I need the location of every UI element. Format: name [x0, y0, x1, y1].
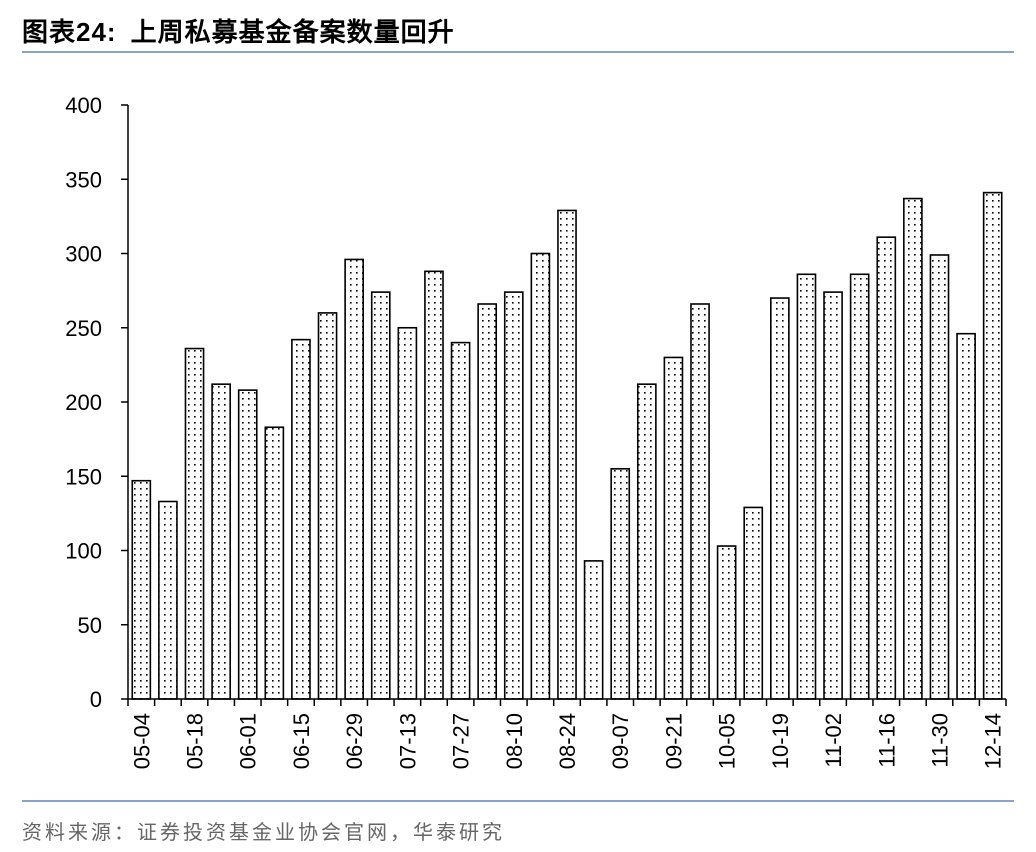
bar-06-08 — [264, 426, 285, 700]
x-tick-label: 08-24 — [555, 713, 580, 769]
x-tick-label: 06-01 — [236, 713, 261, 769]
x-axis: 05-04 05-18 06-01 06-15 06-29 07-13 07-27 08-10… — [127, 698, 1007, 769]
bar-05-04 — [131, 479, 152, 700]
bar-11-23 — [903, 197, 923, 700]
x-tick-label: 09-21 — [661, 713, 686, 769]
bar-08-24 — [557, 209, 577, 700]
bars — [131, 191, 1003, 700]
x-tick-label: 06-15 — [289, 713, 314, 769]
y-axis: 0 50 100 150 200 250 300 350 400 — [65, 93, 129, 712]
x-tick-label: 11-16 — [874, 713, 899, 768]
bar-09-21 — [663, 356, 684, 700]
x-tick-label: 09-07 — [608, 713, 633, 769]
bar-05-18 — [184, 347, 205, 700]
bar-08-17 — [530, 252, 551, 700]
x-tick-label: 08-10 — [502, 713, 527, 769]
bar-07-06 — [370, 291, 391, 700]
x-tick-label: 10-05 — [715, 713, 740, 769]
x-tick-label: 05-04 — [129, 713, 154, 769]
bar-08-10 — [503, 291, 524, 700]
x-tick-label: 10-19 — [768, 713, 793, 769]
x-tick-label: 11-02 — [821, 713, 846, 768]
bar-05-11 — [158, 500, 178, 700]
y-tick-label: 300 — [65, 242, 102, 267]
bar-10-05 — [716, 545, 737, 700]
bar-08-31 — [583, 560, 604, 700]
figure-label: 图表24: — [22, 17, 117, 47]
bar-09-07 — [610, 468, 631, 700]
x-tick-label: 12-14 — [981, 713, 1006, 769]
bar-07-20 — [424, 270, 444, 700]
bar-11-09 — [849, 273, 870, 700]
x-tick-label: 05-18 — [183, 713, 208, 769]
bar-11-30 — [929, 254, 950, 700]
bar-07-13 — [397, 326, 418, 700]
footer-rule — [22, 800, 1014, 802]
x-tick-label: 06-29 — [342, 713, 367, 769]
bar-11-16 — [876, 236, 897, 700]
y-tick-label: 350 — [65, 167, 102, 192]
bar-11-02 — [823, 291, 843, 700]
y-tick-label: 0 — [90, 687, 102, 712]
y-tick-label: 200 — [65, 390, 102, 415]
y-tick-label: 400 — [65, 93, 102, 118]
x-tick-label: 07-27 — [449, 713, 474, 769]
bar-06-01 — [237, 389, 258, 700]
figure-title: 图表24: 上周私募基金备案数量回升 — [22, 12, 455, 49]
bar-09-14 — [636, 383, 657, 700]
y-tick-label: 50 — [78, 613, 102, 638]
bar-08-03 — [477, 303, 498, 700]
y-tick-label: 150 — [65, 464, 102, 489]
bar-chart: 0 50 100 150 200 250 300 350 400 05-04 05-18 06-01… — [65, 93, 1007, 769]
bar-12-07 — [956, 332, 976, 700]
bar-10-26 — [796, 273, 817, 700]
title-rule — [22, 51, 1014, 53]
bar-10-12 — [743, 506, 764, 700]
bar-09-28 — [690, 303, 710, 700]
chart-title: 上周私募基金备案数量回升 — [130, 18, 455, 48]
bar-05-25 — [211, 383, 231, 700]
bar-06-22 — [317, 312, 338, 700]
bar-06-29 — [344, 258, 364, 700]
bar-07-27 — [450, 341, 471, 700]
bar-12-14 — [982, 191, 1003, 700]
bar-06-15 — [291, 338, 311, 700]
bar-10-19 — [769, 297, 790, 700]
x-tick-label: 11-30 — [927, 713, 952, 768]
y-tick-label: 100 — [65, 539, 102, 564]
y-tick-label: 250 — [65, 316, 102, 341]
source-note: 资料来源：证券投资基金业协会官网，华泰研究 — [22, 820, 505, 844]
x-tick-label: 07-13 — [395, 713, 420, 769]
